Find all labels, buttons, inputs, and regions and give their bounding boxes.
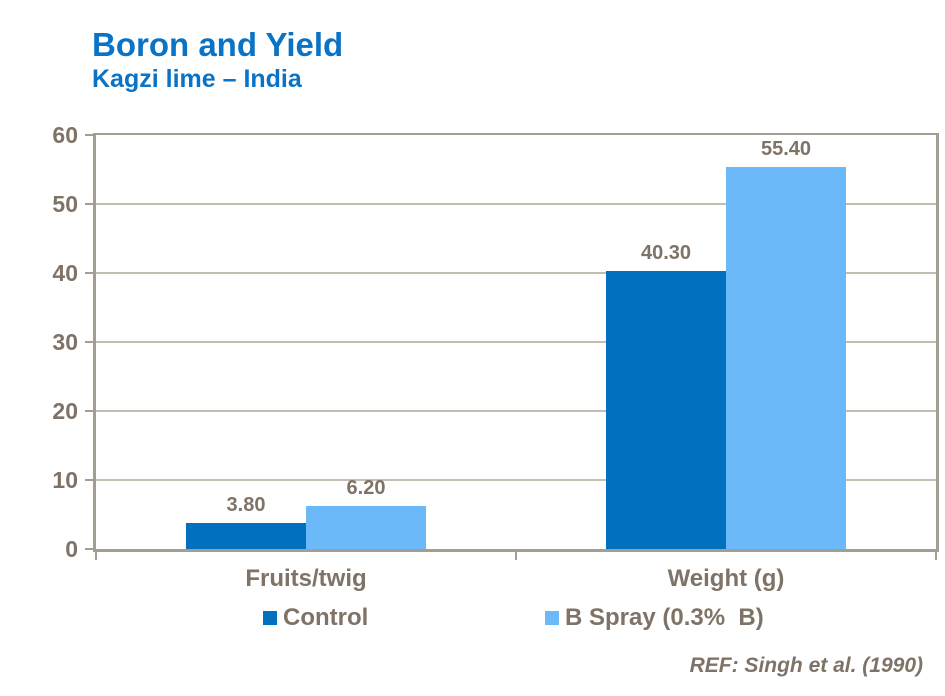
y-axis-tick: [85, 410, 94, 412]
y-axis-tick: [85, 134, 94, 136]
y-axis-label: 60: [52, 122, 78, 148]
y-axis-label: 20: [52, 398, 78, 424]
gridline: [96, 272, 936, 274]
x-axis-tick: [95, 552, 97, 560]
bar-value-label: 55.40: [760, 137, 812, 160]
y-axis-tick: [85, 203, 94, 205]
y-axis-label: 40: [52, 260, 78, 286]
page-title: Boron and Yield: [92, 26, 344, 63]
legend-label: B Spray (0.3% B): [565, 604, 764, 631]
gridline: [96, 479, 936, 481]
plot-area: 0 10 20 30 40 50 60 3.80 6.20 Fruits/twig 40.30 55.…: [52, 122, 939, 592]
y-axis-label: 10: [52, 467, 78, 493]
bar: [726, 166, 846, 549]
bar-value-label: 6.20: [346, 477, 386, 500]
bar: [306, 506, 426, 549]
bar-value-label: 40.30: [640, 241, 692, 264]
reference-text: REF: Singh et al. (1990): [689, 654, 923, 677]
x-axis-tick: [515, 552, 517, 560]
y-axis-label: 0: [65, 536, 78, 562]
legend-label: Control: [283, 604, 369, 631]
bar: [606, 270, 726, 549]
gridline: [96, 410, 936, 412]
category-label: Fruits/twig: [245, 565, 367, 592]
y-axis-tick: [85, 479, 94, 481]
gridline: [96, 341, 936, 343]
bar: [186, 522, 306, 549]
gridline: [96, 203, 936, 205]
legend-item: B Spray (0.3% B): [545, 604, 764, 632]
legend-marker: [545, 611, 559, 625]
header: Boron and Yield Kagzi lime – India: [92, 26, 343, 94]
x-axis-tick: [935, 552, 937, 560]
y-axis-label: 50: [52, 191, 78, 217]
legend: Control B Spray (0.3% B): [0, 604, 945, 632]
bar-value-label: 3.80: [226, 493, 266, 516]
page-subtitle: Kagzi lime – India: [92, 65, 302, 93]
legend-item: Control: [263, 604, 368, 632]
category-label: Weight (g): [667, 565, 785, 592]
legend-marker: [263, 611, 277, 625]
y-axis-label: 30: [52, 329, 78, 355]
y-axis-tick: [85, 272, 94, 274]
y-axis-tick: [85, 341, 94, 343]
y-axis-tick: [85, 548, 94, 550]
